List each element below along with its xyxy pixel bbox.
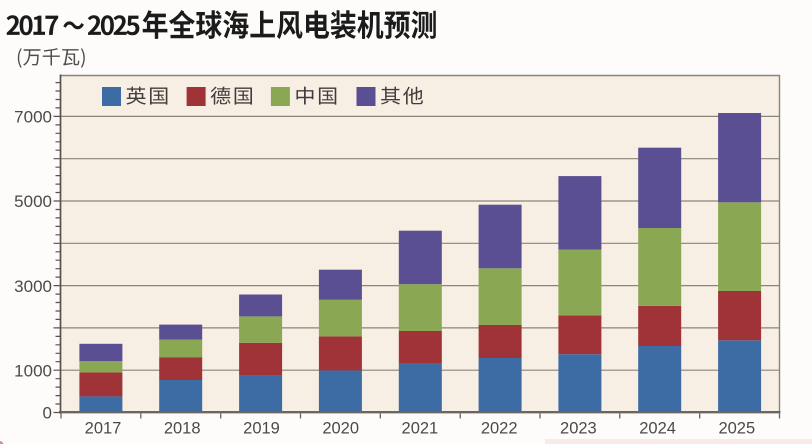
svg-text:2019: 2019: [243, 420, 280, 438]
svg-text:1000: 1000: [14, 361, 52, 380]
svg-text:3000: 3000: [14, 277, 52, 296]
svg-text:2018: 2018: [164, 420, 201, 438]
svg-text:2023: 2023: [560, 420, 597, 438]
svg-text:0: 0: [43, 404, 52, 423]
svg-text:2025: 2025: [718, 420, 755, 438]
svg-text:5000: 5000: [14, 192, 52, 211]
svg-text:2021: 2021: [402, 420, 439, 438]
svg-text:2024: 2024: [639, 420, 676, 438]
svg-text:2022: 2022: [481, 420, 518, 438]
svg-text:2020: 2020: [322, 420, 359, 438]
svg-text:7000: 7000: [14, 108, 52, 127]
svg-text:2017: 2017: [85, 420, 122, 438]
